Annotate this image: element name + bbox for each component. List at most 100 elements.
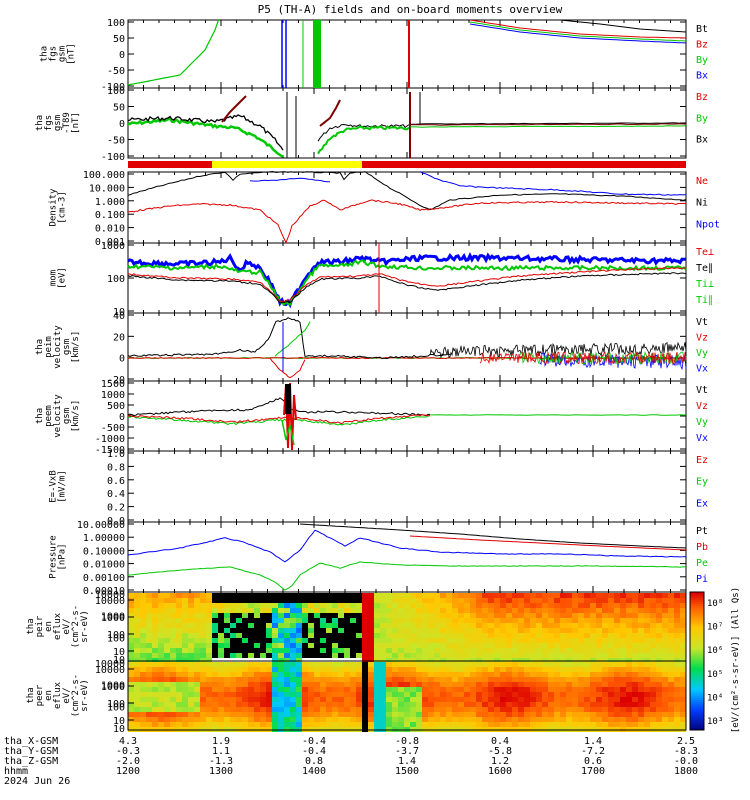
spectrogram-cell	[590, 598, 596, 603]
spectrogram-cell	[512, 667, 518, 672]
spectrogram-cell	[164, 697, 170, 702]
spectrogram-cell	[542, 692, 548, 697]
spectrogram-cell	[212, 682, 218, 687]
spectrogram-cell	[302, 717, 308, 722]
spectrogram-cell	[188, 722, 194, 727]
spectrogram-cell	[572, 593, 578, 598]
spectrogram-cell	[230, 707, 236, 712]
spectrogram-cell	[542, 697, 548, 702]
spectrogram-cell	[242, 608, 248, 613]
y-axis-label: eflux	[53, 681, 63, 709]
spectrogram-cell	[230, 623, 236, 628]
spectrogram-cell	[326, 613, 332, 618]
spectrogram-cell	[350, 628, 356, 633]
spectrogram-cell	[170, 623, 176, 628]
y-tick-label: 10000	[95, 659, 125, 670]
spectrogram-cell	[482, 662, 488, 667]
spectrogram-cell	[404, 722, 410, 727]
spectrogram-cell	[620, 603, 626, 608]
spectrogram-cell	[140, 672, 146, 677]
legend-item: Pe	[696, 558, 708, 569]
spectrogram-cell	[422, 702, 428, 707]
y-axis-label: fgs	[49, 46, 59, 62]
spectrogram-cell	[578, 598, 584, 603]
series-Vt	[429, 341, 687, 359]
legend-item: Bz	[696, 92, 708, 103]
spectrogram-cell	[674, 662, 680, 667]
spectrogram-cell	[626, 667, 632, 672]
spectrogram-cell	[638, 618, 644, 623]
series-Vz	[479, 350, 687, 365]
spectrogram-cell	[266, 722, 272, 727]
spectrogram-cell	[326, 687, 332, 692]
spectrogram-cell	[386, 712, 392, 717]
spectrogram-cell	[296, 608, 302, 613]
spectrogram-cell	[344, 697, 350, 702]
spectrogram-cell	[134, 598, 140, 603]
spectrogram-cell	[182, 608, 188, 613]
spectrogram-cell	[314, 662, 320, 667]
colorbar-gradient	[690, 650, 704, 652]
spectrogram-cell	[632, 603, 638, 608]
panel-2-series	[127, 92, 687, 158]
spectrogram-cell	[512, 643, 518, 648]
colorbar-gradient	[690, 662, 704, 664]
spectrogram-cell	[338, 618, 344, 623]
y-axis-label: [mV/m]	[58, 470, 68, 503]
colorbar-gradient	[690, 618, 704, 620]
spectrogram-cell	[632, 707, 638, 712]
y-tick-label: 0.01000	[83, 560, 125, 571]
spectrogram-cell	[128, 633, 134, 638]
spectrogram-cell	[194, 677, 200, 682]
spectrogram-cell	[194, 638, 200, 643]
spectrogram-cell	[452, 672, 458, 677]
x-axis-value: -8.3	[674, 746, 698, 757]
spectrogram-cell	[344, 623, 350, 628]
spectrogram-cell	[140, 603, 146, 608]
spectrogram-cell	[404, 672, 410, 677]
spectrogram-cell	[410, 702, 416, 707]
spectrogram-cell	[638, 662, 644, 667]
spectrogram-cell	[536, 687, 542, 692]
spectrogram-cell	[488, 692, 494, 697]
spectrogram-cell	[128, 722, 134, 727]
spectrogram-cell	[458, 662, 464, 667]
spectrogram-cell	[284, 707, 290, 712]
spectrogram-cell	[530, 707, 536, 712]
spectrogram-cell	[290, 687, 296, 692]
plot-title: P5 (TH-A) fields and on-board moments ov…	[258, 3, 563, 16]
spectrogram-cell	[464, 608, 470, 613]
spectrogram-cell	[506, 603, 512, 608]
spectrogram-cell	[254, 702, 260, 707]
spectrogram-cell	[530, 717, 536, 722]
spectrogram-cell	[470, 687, 476, 692]
spectrogram-cell	[410, 618, 416, 623]
spectrogram-cell	[128, 707, 134, 712]
spectrogram-cell	[296, 638, 302, 643]
spectrogram-cell	[512, 707, 518, 712]
spectrogram-cell	[170, 638, 176, 643]
spectrogram-cell	[548, 638, 554, 643]
spectrogram-cell	[494, 598, 500, 603]
spectrogram-cell	[212, 633, 218, 638]
spectrogram-cell	[236, 712, 242, 717]
spectrogram-cell	[662, 633, 668, 638]
spectrogram-cell	[644, 613, 650, 618]
spectrogram-cell	[236, 662, 242, 667]
x-axis-value: -1.3	[209, 756, 233, 767]
spectrogram-cell	[626, 633, 632, 638]
spectrogram-cell	[182, 692, 188, 697]
spectrogram-cell	[338, 677, 344, 682]
colorbar-gradient	[690, 630, 704, 632]
spectrogram-cell	[128, 692, 134, 697]
spectrogram-cell	[266, 593, 272, 598]
spectrogram-cell	[476, 672, 482, 677]
spectrogram-cell	[380, 628, 386, 633]
spectrogram-cell	[182, 717, 188, 722]
spectrogram-cell	[326, 648, 332, 653]
spectrogram-cell	[278, 717, 284, 722]
spectrogram-cell	[302, 692, 308, 697]
spectrogram-cell	[248, 692, 254, 697]
spectrogram-cell	[380, 618, 386, 623]
spectrogram-cell	[542, 618, 548, 623]
